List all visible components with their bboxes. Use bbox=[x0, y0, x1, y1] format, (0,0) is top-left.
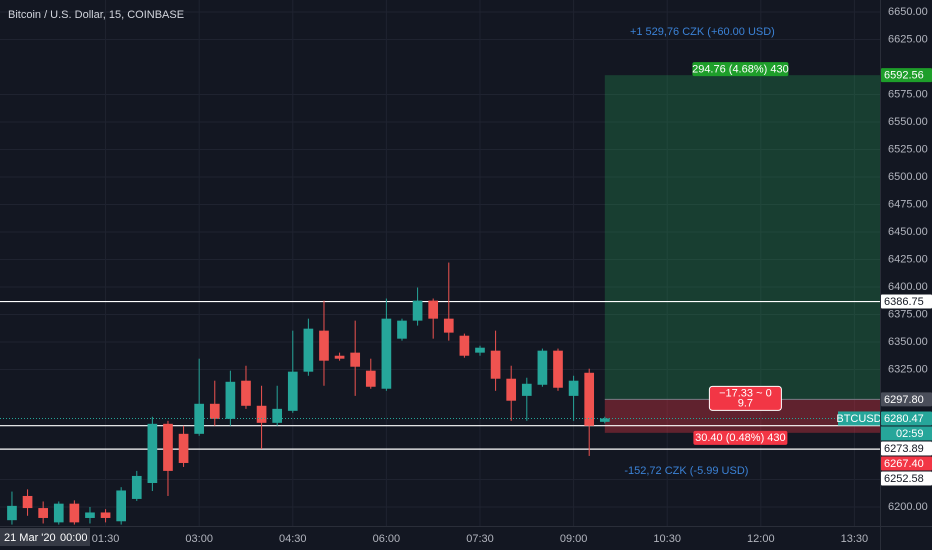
candle-body bbox=[209, 403, 220, 419]
x-tick-label: 03:00 bbox=[185, 533, 213, 545]
center-badge bbox=[708, 385, 782, 411]
candle-body bbox=[241, 380, 251, 406]
stop-badge bbox=[693, 430, 788, 445]
x-tick-label: 06:00 bbox=[373, 533, 401, 545]
candle-body bbox=[412, 300, 423, 321]
candle-body bbox=[131, 475, 142, 499]
y-tick-label: 6450.00 bbox=[888, 226, 928, 238]
candle-body bbox=[116, 490, 127, 522]
symbol-tag-label: BTCUSD bbox=[836, 413, 881, 425]
x-tick-label: 07:30 bbox=[466, 533, 494, 545]
target-label: 294.76 (4.68%) 430 bbox=[692, 64, 789, 76]
price-tag-label: 6297.80 bbox=[884, 394, 924, 406]
x-tick-label: 04:30 bbox=[279, 533, 307, 545]
profit-label: +1 529,76 CZK (+60.00 USD) bbox=[630, 26, 775, 38]
y-tick-label: 6400.00 bbox=[888, 281, 928, 293]
y-tick-label: 6500.00 bbox=[888, 171, 928, 183]
price-tag bbox=[881, 411, 932, 426]
countdown-label: 02:59 bbox=[896, 428, 924, 440]
candle-body bbox=[256, 405, 267, 423]
y-tick-label: 6425.00 bbox=[888, 253, 928, 265]
price-tag-label: 6280.47 bbox=[884, 413, 924, 425]
plot-layer: BTCUSD bbox=[0, 262, 881, 525]
candle-body bbox=[7, 505, 17, 521]
target-badge bbox=[692, 62, 789, 77]
candle-body bbox=[163, 423, 173, 471]
x-tick-label: 10:30 bbox=[653, 533, 681, 545]
candle-body bbox=[147, 423, 158, 483]
price-tag bbox=[881, 68, 932, 83]
candle-body bbox=[319, 330, 329, 361]
price-tag bbox=[881, 392, 932, 407]
chart-title: Bitcoin / U.S. Dollar, 15, COINBASE bbox=[8, 9, 184, 21]
candle-body bbox=[225, 381, 236, 419]
profit-zone bbox=[604, 75, 880, 400]
x-tick-label: 13:30 bbox=[841, 533, 869, 545]
candle-body bbox=[553, 350, 563, 388]
cursor-time: 00:00 bbox=[60, 532, 88, 544]
candle-body bbox=[178, 433, 189, 463]
candle-body bbox=[381, 318, 392, 389]
candle-body bbox=[272, 408, 283, 423]
loss-label: -152,72 CZK (-5.99 USD) bbox=[624, 465, 748, 477]
y-tick-label: 6525.00 bbox=[888, 143, 928, 155]
candle-body bbox=[599, 418, 610, 422]
price-tag-label: 6267.40 bbox=[884, 458, 924, 470]
x-tick-label: 01:30 bbox=[92, 533, 120, 545]
price-tag-label: 6273.89 bbox=[884, 443, 924, 455]
price-tag bbox=[881, 441, 932, 456]
candle-body bbox=[303, 328, 314, 372]
price-tag-label: 6386.75 bbox=[884, 296, 924, 308]
candle-body bbox=[490, 350, 501, 379]
price-tag bbox=[881, 471, 932, 486]
position-layer: +1 529,76 CZK (+60.00 USD) 294.76 (4.68%)… bbox=[604, 26, 880, 477]
candle-body bbox=[443, 318, 454, 333]
candle-body bbox=[287, 371, 298, 411]
stop-label: 30.40 (0.48%) 430 bbox=[695, 432, 786, 444]
candle-body bbox=[428, 300, 439, 319]
candle-body bbox=[334, 355, 345, 359]
axis-layer: 6200.006225.006325.006350.006375.006400.… bbox=[0, 6, 932, 546]
y-tick-label: 6625.00 bbox=[888, 33, 928, 45]
candle-body bbox=[506, 378, 517, 401]
candle-body bbox=[521, 383, 532, 396]
cursor-date: 21 Mar '20 bbox=[4, 532, 56, 544]
y-tick-label: 6650.00 bbox=[888, 6, 928, 18]
candle-body bbox=[53, 503, 64, 523]
y-tick-label: 6350.00 bbox=[888, 336, 928, 348]
y-tick-label: 6325.00 bbox=[888, 363, 928, 375]
y-tick-label: 6200.00 bbox=[888, 501, 928, 513]
grid-layer bbox=[0, 0, 880, 526]
center-label-2: 9.7 bbox=[738, 397, 753, 409]
candle-body bbox=[475, 347, 485, 353]
candle-body bbox=[584, 372, 595, 426]
y-tick-label: 6550.00 bbox=[888, 116, 928, 128]
candle-body bbox=[365, 370, 376, 387]
price-tag bbox=[881, 294, 932, 309]
candle-body bbox=[568, 380, 579, 396]
candle-body bbox=[537, 350, 548, 385]
price-tag bbox=[881, 456, 932, 471]
candle-body bbox=[85, 512, 95, 518]
candle-body bbox=[69, 503, 80, 523]
x-tick-label: 09:00 bbox=[560, 533, 588, 545]
candle-body bbox=[397, 320, 407, 339]
center-label-1: −17.33 ~ 0 bbox=[719, 387, 772, 399]
countdown-tag bbox=[881, 426, 932, 441]
candle-body bbox=[22, 495, 33, 509]
symbol-tag bbox=[838, 411, 880, 426]
y-tick-label: 6575.00 bbox=[888, 88, 928, 100]
candle-body bbox=[350, 352, 361, 367]
x-tick-label: 12:00 bbox=[747, 533, 775, 545]
y-tick-label: 6375.00 bbox=[888, 308, 928, 320]
price-tag-label: 6252.58 bbox=[884, 473, 924, 485]
candle-body bbox=[38, 508, 48, 518]
candle-body bbox=[459, 335, 470, 356]
candle-body bbox=[194, 403, 205, 434]
candle-body bbox=[100, 512, 111, 518]
price-tag-label: 6592.56 bbox=[884, 70, 924, 82]
cursor-badge bbox=[0, 528, 90, 546]
y-tick-label: 6475.00 bbox=[888, 198, 928, 210]
